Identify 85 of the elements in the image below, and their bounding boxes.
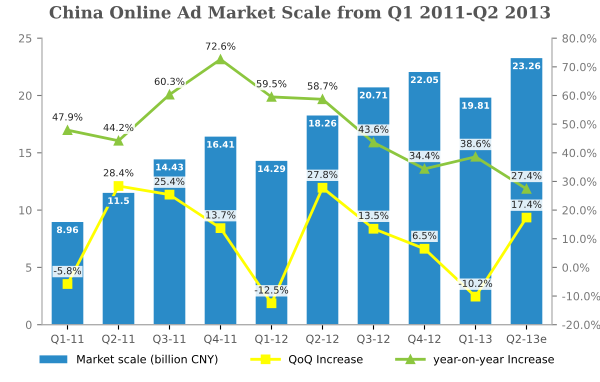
point [470,292,480,302]
data-label: 19.81 [462,102,490,109]
point [522,212,532,222]
data-label: 34.4% [410,152,440,160]
y2-tick-label: -10.0% [562,292,600,300]
y-tick-label: 10 [19,206,32,214]
data-label: 28.4% [104,169,134,176]
point [368,138,378,148]
x-tick-label: Q2-11 [102,334,134,344]
bar [204,136,236,325]
y2-tick-label: 50.0% [562,120,596,129]
data-label: -12.5% [254,286,288,294]
y2-tick-label: 10.0% [562,234,596,244]
data-label: 27.4% [512,172,542,180]
y2-tick-label: 0.0% [562,263,590,272]
data-label: -5.8% [54,267,82,274]
data-label: 59.5% [256,80,286,88]
point [216,54,226,64]
legend-label: QoQ Increase [288,354,363,365]
y2-tick-label: -20.0% [562,320,600,330]
chart-title: China Online Ad Market Scale from Q1 2011-Q2 2013 [50,6,550,22]
y2-tick-label: 80.0% [562,34,596,43]
point [470,152,480,162]
data-label: -10.2% [458,280,492,288]
y-tick-label: 20 [18,91,32,100]
point [216,223,226,234]
data-label: 25.4% [154,178,184,186]
data-label: 20.71 [360,92,388,99]
y-tick-label: 5 [26,264,32,272]
data-label: 44.2% [104,124,134,132]
legend-label: year-on-year Increase [434,355,554,366]
x-tick-label: Q1-12 [255,334,288,344]
data-label: 11.5 [108,197,130,204]
x-tick-label: Q4-12 [408,334,440,344]
point [62,279,72,289]
data-label: 18.26 [309,120,336,127]
point [420,244,430,254]
data-label: 8.96 [56,226,78,234]
x-tick-label: Q4-11 [204,334,236,344]
point [114,181,124,191]
legend-label: Market scale (billion CNY) [77,354,218,365]
x-tick-label: Q3-12 [357,334,390,344]
y2-tick-label: 60.0% [562,91,596,100]
data-label: 38.6% [460,140,490,148]
bar [102,192,134,325]
data-label: 13.7% [206,211,236,219]
bar [306,115,338,325]
data-label: 47.9% [52,113,82,121]
data-label: 27.8% [308,170,338,178]
data-label: 72.6% [206,42,236,50]
point [164,190,174,200]
data-label: 16.41 [207,140,234,148]
y-tick-label: 25 [18,34,32,43]
data-label: 22.05 [410,76,438,84]
y-tick-label: 15 [19,148,32,158]
data-label: 58.7% [308,82,338,90]
y2-tick-label: 40.0% [562,148,596,158]
point [266,92,276,102]
data-label: 23.26 [512,62,540,70]
point [62,125,72,136]
data-label: 43.6% [358,126,388,133]
data-label: 14.29 [258,165,286,172]
point [114,136,124,146]
y2-tick-label: 20.0% [562,206,596,214]
point [266,298,276,308]
point [164,90,174,100]
data-label: 13.5% [359,212,388,220]
data-label: 6.5% [412,232,436,240]
data-label: 60.3% [154,78,184,86]
x-tick-label: Q3-11 [153,334,186,344]
data-label: 14.43 [156,164,184,170]
point [318,182,328,193]
point [522,184,532,194]
data-label: 17.4% [512,200,542,208]
x-tick-label: Q2-12 [306,334,338,344]
x-tick-label: Q1-11 [51,334,84,344]
point [318,94,328,104]
x-tick-label: Q1-13 [459,334,492,344]
bar [510,58,542,325]
point [420,164,430,174]
y2-tick-label: 70.0% [562,62,596,72]
y2-tick-label: 30.0% [562,177,596,186]
x-tick-label: Q2-13e [506,334,546,344]
y-tick-label: 0 [26,320,32,330]
point [368,224,378,234]
